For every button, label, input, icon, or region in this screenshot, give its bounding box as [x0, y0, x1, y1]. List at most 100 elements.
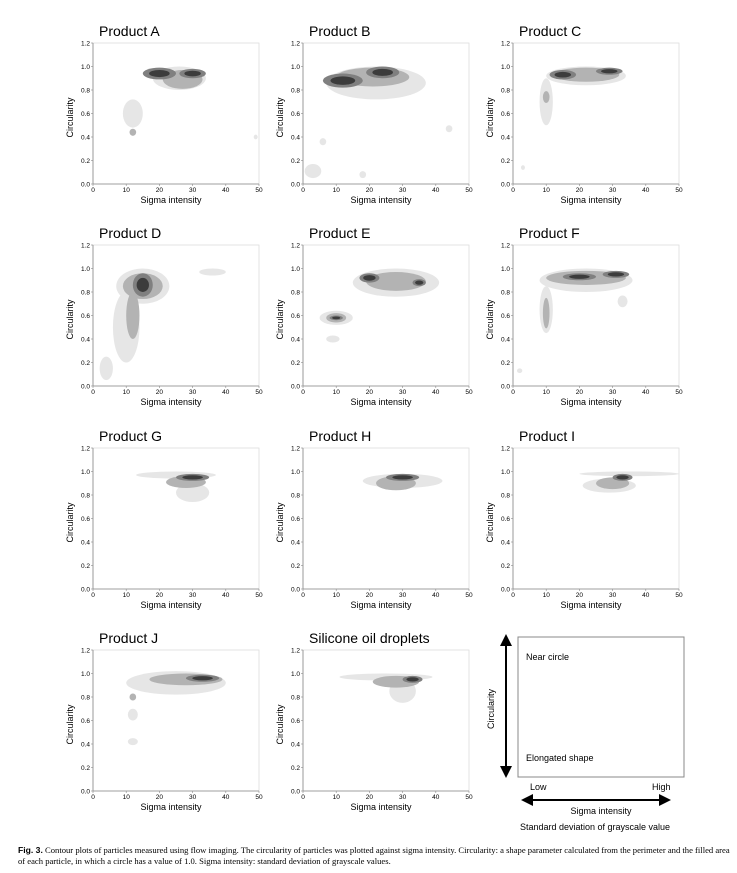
figure-caption: Fig. 3. Contour plots of particles measu…	[18, 845, 730, 867]
panel-product-f: 0.0 0.2 0.4 0.6 0.8 1.0 1.2 0 10 20 30 40 50 Product …	[485, 225, 683, 407]
x-axis-label: Sigma intensity	[140, 397, 202, 407]
y-tick-label: 1.0	[501, 64, 510, 71]
legend-high: High	[652, 782, 671, 792]
contour-level-4	[415, 280, 424, 285]
x-axis-label: Sigma intensity	[350, 397, 412, 407]
contour-level-4	[182, 475, 203, 480]
contour-level-1	[520, 165, 525, 170]
x-tick-label: 40	[222, 592, 230, 599]
y-tick-label: 1.0	[291, 671, 300, 678]
contour-level-4	[616, 475, 629, 480]
plot-area	[302, 447, 470, 590]
x-tick-label: 40	[642, 389, 650, 396]
x-tick-label: 50	[675, 187, 683, 194]
contour-level-1	[516, 368, 523, 374]
panel-product-a: 0.0 0.2 0.4 0.6 0.8 1.0 1.2 0 10 20 30 40 50 Product …	[65, 23, 263, 205]
x-tick-label: 40	[222, 794, 230, 801]
contour-level-1	[445, 125, 453, 133]
contour-level-1	[127, 708, 138, 721]
y-tick-label: 0.6	[291, 313, 300, 320]
plot-area	[92, 42, 260, 185]
y-axis-label: Circularity	[65, 299, 75, 340]
y-tick-label: 0.0	[291, 383, 300, 390]
y-tick-label: 0.2	[291, 765, 300, 772]
x-tick-label: 10	[543, 389, 551, 396]
y-axis-label: Circularity	[65, 704, 75, 745]
x-tick-label: 30	[399, 389, 407, 396]
y-tick-label: 0.6	[501, 516, 510, 523]
y-tick-label: 0.2	[501, 360, 510, 367]
panel-title: Product J	[99, 630, 158, 646]
panel-product-j: 0.0 0.2 0.4 0.6 0.8 1.0 1.2 0 10 20 30 40 50 Product …	[65, 630, 263, 812]
y-tick-label: 1.2	[501, 445, 510, 452]
x-tick-label: 20	[156, 592, 164, 599]
panel-product-c: 0.0 0.2 0.4 0.6 0.8 1.0 1.2 0 10 20 30 40 50 Product …	[485, 23, 683, 205]
x-tick-label: 30	[609, 187, 617, 194]
y-tick-label: 0.0	[291, 788, 300, 795]
x-tick-label: 10	[123, 389, 131, 396]
legend-elongated-shape: Elongated shape	[526, 753, 594, 763]
y-tick-label: 0.0	[81, 586, 90, 593]
y-tick-label: 1.0	[81, 64, 90, 71]
panel-title: Product A	[99, 23, 160, 39]
y-tick-label: 0.4	[291, 134, 300, 141]
y-tick-label: 0.4	[81, 336, 90, 343]
y-tick-label: 1.2	[81, 445, 90, 452]
y-tick-label: 0.8	[501, 289, 510, 296]
y-axis-label: Circularity	[275, 502, 285, 543]
y-tick-label: 1.2	[81, 242, 90, 249]
contour-level-4	[332, 316, 341, 320]
x-tick-label: 30	[609, 592, 617, 599]
legend-diagram: Circularity Near circle Elongated shape …	[486, 634, 685, 832]
x-tick-label: 50	[255, 389, 263, 396]
x-tick-label: 30	[399, 592, 407, 599]
panel-title: Product F	[519, 225, 580, 241]
x-tick-label: 20	[576, 187, 584, 194]
panel-title: Product H	[309, 428, 371, 444]
panel-product-h: 0.0 0.2 0.4 0.6 0.8 1.0 1.2 0 10 20 30 40 50 Product …	[275, 428, 473, 610]
y-tick-label: 0.4	[81, 539, 90, 546]
x-tick-label: 50	[255, 592, 263, 599]
x-tick-label: 30	[189, 187, 197, 194]
x-tick-label: 10	[123, 794, 131, 801]
y-tick-label: 0.4	[501, 336, 510, 343]
panel-product-i: 0.0 0.2 0.4 0.6 0.8 1.0 1.2 0 10 20 30 40 50 Product …	[485, 428, 683, 610]
x-tick-label: 40	[432, 592, 440, 599]
contour-level-1	[253, 134, 258, 140]
x-tick-label: 0	[91, 592, 95, 599]
x-axis-label: Sigma intensity	[350, 600, 412, 610]
x-tick-label: 40	[642, 592, 650, 599]
y-tick-label: 1.2	[501, 40, 510, 47]
x-tick-label: 0	[91, 389, 95, 396]
contour-level-4	[184, 70, 201, 77]
panel-title: Product I	[519, 428, 575, 444]
y-tick-label: 0.8	[81, 492, 90, 499]
y-tick-label: 0.4	[291, 336, 300, 343]
y-axis-label: Circularity	[65, 502, 75, 543]
panel-title: Product E	[309, 225, 370, 241]
y-tick-label: 1.2	[291, 647, 300, 654]
y-tick-label: 1.0	[291, 469, 300, 476]
y-tick-label: 0.8	[501, 492, 510, 499]
plot-area	[302, 649, 470, 792]
y-tick-label: 0.2	[81, 765, 90, 772]
x-tick-label: 10	[123, 187, 131, 194]
legend-low: Low	[530, 782, 547, 792]
legend-near-circle: Near circle	[526, 652, 569, 662]
x-tick-label: 50	[255, 794, 263, 801]
contour-level-1	[579, 471, 679, 477]
x-tick-label: 50	[465, 794, 473, 801]
x-tick-label: 0	[301, 187, 305, 194]
contour-level-2	[126, 292, 140, 339]
x-tick-label: 20	[576, 389, 584, 396]
contour-layers	[136, 471, 216, 503]
x-tick-label: 50	[675, 389, 683, 396]
panel-title: Product G	[99, 428, 162, 444]
legend-sigma-label: Sigma intensity	[570, 806, 632, 816]
y-tick-label: 0.4	[81, 741, 90, 748]
contour-level-4	[330, 76, 356, 85]
x-axis-label: Sigma intensity	[350, 802, 412, 812]
y-tick-label: 0.2	[291, 563, 300, 570]
y-tick-label: 0.2	[81, 563, 90, 570]
y-axis-label: Circularity	[485, 97, 495, 138]
